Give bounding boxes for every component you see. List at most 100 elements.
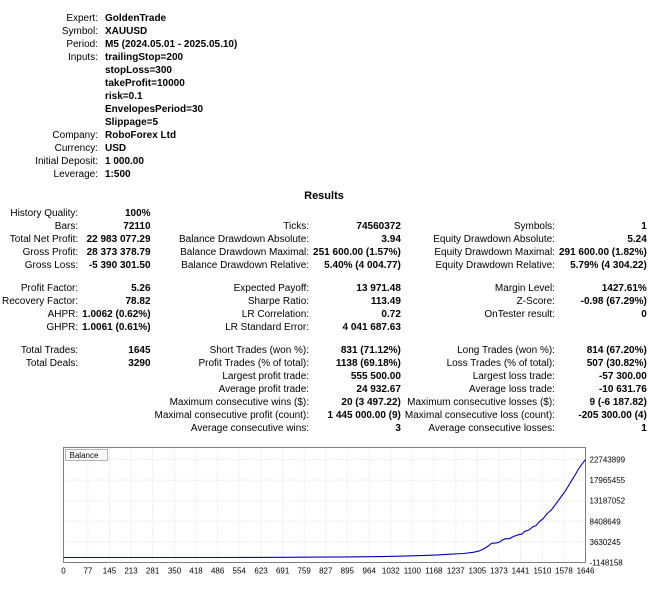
result-value xyxy=(80,272,152,282)
header-value: EnvelopesPeriod=30 xyxy=(105,104,204,115)
x-axis-tick-label: 0 xyxy=(61,567,66,576)
header-value: RoboForex Ltd xyxy=(105,130,177,141)
x-axis-tick-label: 1305 xyxy=(468,567,486,576)
x-axis-tick-label: 145 xyxy=(103,567,117,576)
results-row: Gross Profit: 28 373 378.79 Balance Drawdo… xyxy=(0,246,648,259)
header-label xyxy=(0,103,100,116)
header-value: 1 000.00 xyxy=(105,156,144,167)
result-value xyxy=(557,321,648,334)
results-row: Recovery Factor: 78.82 Sharpe Ratio: 113.49… xyxy=(0,295,648,308)
balance-chart: 22743899 17965455 13187052 8408649 3630245 -1… xyxy=(0,445,648,590)
result-label: Sharpe Ratio: xyxy=(247,296,310,307)
result-label xyxy=(0,409,80,422)
header-row: Inputs: trailingStop=200 xyxy=(0,51,239,64)
result-value: 13 971.48 xyxy=(356,283,401,294)
result-label: Balance Drawdown Relative: xyxy=(181,260,310,271)
result-value: 28 373 378.79 xyxy=(86,247,151,258)
result-label: Average profit trade: xyxy=(218,384,310,395)
result-value: 100% xyxy=(124,208,151,219)
header-value: XAUUSD xyxy=(105,26,148,37)
legend-box xyxy=(65,449,108,461)
result-value xyxy=(80,422,152,435)
header-value: M5 (2024.05.01 - 2025.05.10) xyxy=(105,39,238,50)
results-row: Profit Factor: 5.26 Expected Payoff: 13 971… xyxy=(0,282,648,295)
result-label xyxy=(153,334,312,344)
results-row: AHPR: 1.0062 (0.62%) LR Correlation: 0.72 On… xyxy=(0,308,648,321)
x-axis-tick-label: 623 xyxy=(254,567,268,576)
header-value: Slippage=5 xyxy=(105,117,159,128)
header-row: Period: M5 (2024.05.01 - 2025.05.10) xyxy=(0,38,239,51)
results-table: History Quality: 100% Bars: 72110 Ticks: 7456… xyxy=(0,207,648,435)
result-label: Total Trades: xyxy=(20,345,79,356)
results-row: History Quality: 100% xyxy=(0,207,648,220)
balance-line xyxy=(63,459,586,559)
x-axis-tick-label: 350 xyxy=(168,567,182,576)
header-label: Initial Deposit: xyxy=(35,156,98,167)
result-value: -57 300.00 xyxy=(598,371,647,382)
result-value: 831 (71.12%) xyxy=(340,345,401,356)
header-label: Period: xyxy=(66,39,98,50)
result-label: Recovery Factor: xyxy=(2,296,79,307)
header-value: GoldenTrade xyxy=(105,13,167,24)
y-axis-tick-label: 8408649 xyxy=(590,517,622,526)
result-value: 22 983 077.29 xyxy=(86,234,151,245)
results-row: Maximal consecutive profit (count): 1 445… xyxy=(0,409,648,422)
result-value: 3290 xyxy=(128,358,151,369)
result-label xyxy=(0,422,80,435)
results-title: Results xyxy=(304,190,344,202)
header-label xyxy=(0,64,100,77)
result-label: Z-Score: xyxy=(516,296,555,307)
result-value xyxy=(311,272,403,282)
result-value: -0.98 (67.29%) xyxy=(580,296,647,307)
result-label: Symbols: xyxy=(513,221,555,232)
result-value: 0.72 xyxy=(381,309,401,320)
x-axis-tick-label: 827 xyxy=(319,567,333,576)
result-value: 1.0062 (0.62%) xyxy=(82,309,151,320)
header-label: Expert: xyxy=(66,13,98,24)
result-value: 3 xyxy=(395,423,401,434)
result-label: Maximal consecutive loss (count): xyxy=(404,410,555,421)
result-value xyxy=(311,207,403,220)
result-label: Expected Payoff: xyxy=(233,283,310,294)
result-value xyxy=(557,207,648,220)
results-row: Total Trades: 1645 Short Trades (won %): 83… xyxy=(0,344,648,357)
y-axis-tick-label: -1148158 xyxy=(590,559,624,568)
x-axis-tick-label: 1510 xyxy=(533,567,551,576)
header-row: takeProfit=10000 xyxy=(0,77,239,90)
result-value xyxy=(557,334,648,344)
result-label: Bars: xyxy=(54,221,79,232)
header-row: Company: RoboForex Ltd xyxy=(0,129,239,142)
x-axis-tick-label: 964 xyxy=(363,567,377,576)
results-row: Gross Loss: -5 390 301.50 Balance Drawdown… xyxy=(0,259,648,272)
header-value: stopLoss=300 xyxy=(105,65,172,76)
result-label: Equity Drawdown Maximal: xyxy=(434,247,555,258)
result-value: 251 600.00 (1.57%) xyxy=(313,247,401,258)
result-value: 1 xyxy=(641,221,647,232)
x-axis-tick-label: 1373 xyxy=(490,567,508,576)
result-label xyxy=(153,272,312,282)
header-row: Expert: GoldenTrade xyxy=(0,12,239,25)
result-label: Average loss trade: xyxy=(468,384,555,395)
header-label: Currency: xyxy=(54,143,98,154)
header-label: Symbol: xyxy=(61,26,98,37)
results-row: GHPR: 1.0061 (0.61%) LR Standard Error: 4 0… xyxy=(0,321,648,334)
header-row: risk=0.1 xyxy=(0,90,239,103)
results-row: Average profit trade: 24 932.67 Average lo… xyxy=(0,383,648,396)
result-label xyxy=(403,321,557,334)
result-label: Total Net Profit: xyxy=(9,234,79,245)
result-value: 5.24 xyxy=(627,234,647,245)
result-label: Gross Loss: xyxy=(24,260,79,271)
result-label: Loss Trades (% of total): xyxy=(446,358,555,369)
header-label xyxy=(0,116,100,129)
result-value: 4 041 687.63 xyxy=(342,322,401,333)
result-value xyxy=(311,334,403,344)
result-label: Maximum consecutive wins ($): xyxy=(169,397,310,408)
header-value: USD xyxy=(105,143,127,154)
result-label xyxy=(0,383,80,396)
result-value: 113.49 xyxy=(370,296,401,307)
y-axis-tick-label: 17965455 xyxy=(590,476,626,485)
result-value: 9 (-6 187.82) xyxy=(589,397,647,408)
x-axis-tick-label: 554 xyxy=(233,567,247,576)
result-value: 1645 xyxy=(128,345,151,356)
result-value: 78.82 xyxy=(125,296,151,307)
